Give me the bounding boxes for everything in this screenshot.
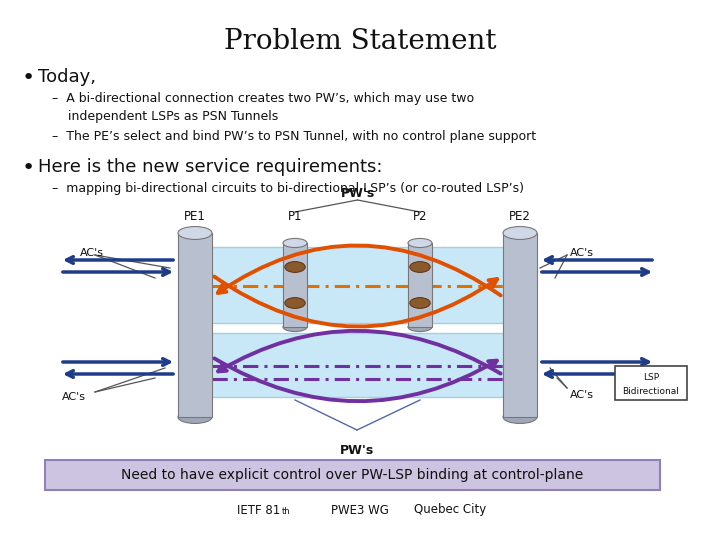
Ellipse shape [178, 410, 212, 423]
Text: AC's: AC's [62, 392, 86, 402]
Text: PE1: PE1 [184, 210, 206, 223]
Text: Quebec City: Quebec City [414, 503, 486, 516]
Text: AC's: AC's [570, 248, 594, 258]
Bar [615, 366, 687, 400]
Ellipse shape [503, 227, 537, 239]
Text: P1: P1 [288, 210, 302, 223]
Text: PWE3 WG: PWE3 WG [331, 503, 389, 516]
Text: AC's: AC's [80, 248, 104, 258]
Text: P2: P2 [413, 210, 427, 223]
Text: Bidirectional: Bidirectional [623, 387, 680, 395]
Ellipse shape [178, 227, 212, 239]
Bar [283, 243, 307, 327]
Ellipse shape [285, 298, 305, 308]
Text: Problem Statement: Problem Statement [224, 28, 496, 55]
Text: Need to have explicit control over PW-LSP binding at control-plane: Need to have explicit control over PW-LS… [122, 468, 584, 482]
Bar [408, 243, 432, 327]
Text: LSP: LSP [643, 374, 659, 382]
Text: –  mapping bi-directional circuits to bi-directional LSP’s (or co-routed LSP’s): – mapping bi-directional circuits to bi-… [52, 182, 524, 195]
Bar [178, 233, 212, 417]
Text: •: • [22, 158, 35, 178]
Text: •: • [22, 68, 35, 88]
Bar [195, 333, 520, 397]
Text: Today,: Today, [38, 68, 96, 86]
Ellipse shape [410, 261, 431, 272]
Text: PE2: PE2 [509, 210, 531, 223]
Ellipse shape [503, 410, 537, 423]
Text: th: th [282, 507, 291, 516]
Ellipse shape [410, 298, 431, 308]
Text: PW's: PW's [341, 187, 374, 200]
Bar [195, 247, 520, 323]
Ellipse shape [283, 239, 307, 247]
Text: –  A bi-directional connection creates two PW’s, which may use two: – A bi-directional connection creates tw… [52, 92, 474, 105]
Text: PW's: PW's [340, 444, 374, 457]
Ellipse shape [283, 322, 307, 332]
Ellipse shape [285, 261, 305, 272]
Text: –  The PE’s select and bind PW’s to PSN Tunnel, with no control plane support: – The PE’s select and bind PW’s to PSN T… [52, 130, 536, 143]
Text: AC's: AC's [570, 390, 594, 400]
Ellipse shape [408, 322, 432, 332]
Text: Here is the new service requirements:: Here is the new service requirements: [38, 158, 382, 176]
Ellipse shape [408, 239, 432, 247]
Text: IETF 81: IETF 81 [237, 503, 280, 516]
Text: independent LSPs as PSN Tunnels: independent LSPs as PSN Tunnels [68, 110, 278, 123]
Bar [45, 460, 660, 490]
Bar [503, 233, 537, 417]
